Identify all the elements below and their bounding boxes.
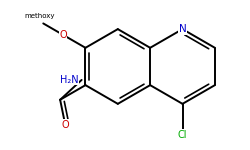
Text: O: O xyxy=(62,120,69,130)
Text: methoxy: methoxy xyxy=(25,13,55,19)
Text: N: N xyxy=(179,24,186,34)
Text: O: O xyxy=(59,30,67,40)
Text: Cl: Cl xyxy=(178,130,187,140)
Text: H₂N: H₂N xyxy=(60,75,78,85)
